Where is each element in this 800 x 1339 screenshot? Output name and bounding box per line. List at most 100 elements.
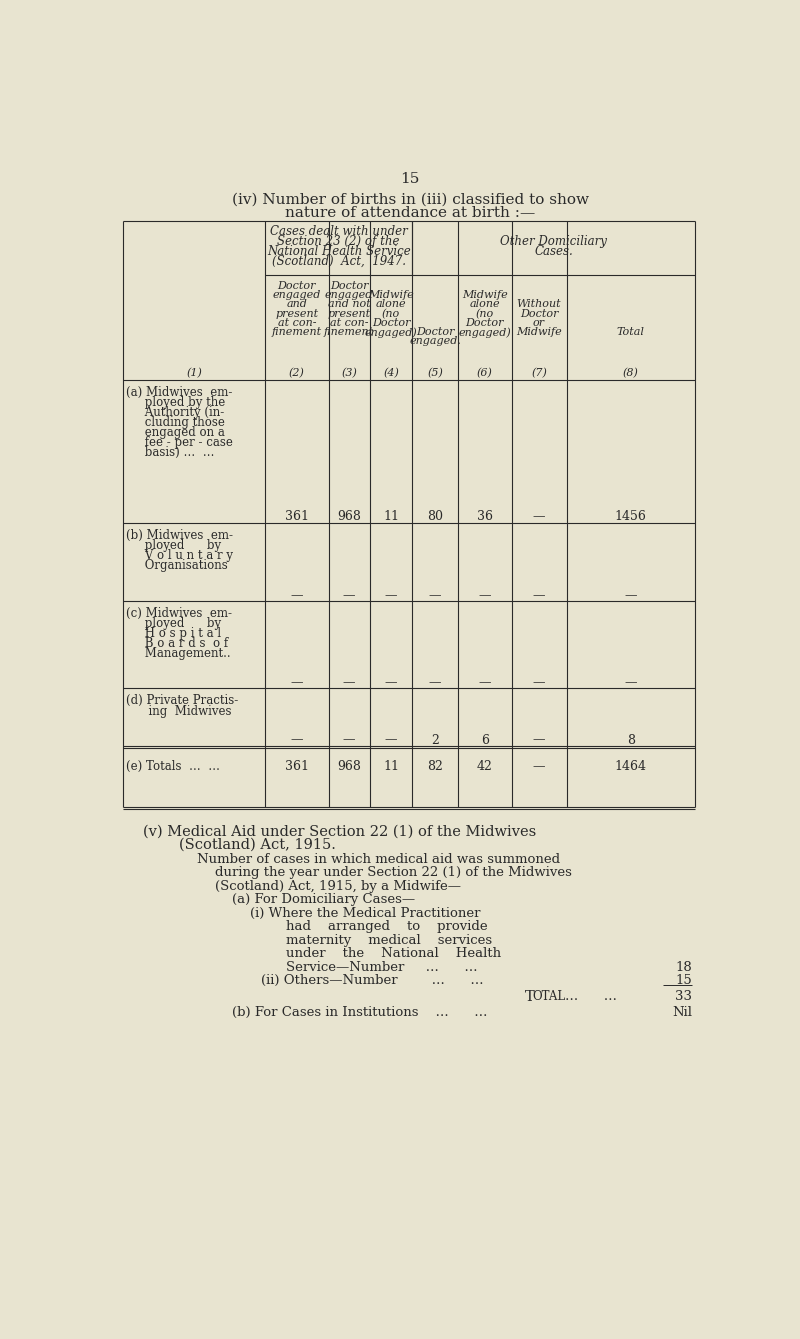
Text: and: and xyxy=(286,300,307,309)
Text: ployed      by: ployed by xyxy=(126,538,222,552)
Text: Authority (in-: Authority (in- xyxy=(126,406,225,419)
Text: 36: 36 xyxy=(477,510,493,524)
Text: at con-: at con- xyxy=(278,317,316,328)
Text: (c) Midwives  em-: (c) Midwives em- xyxy=(126,608,232,620)
Text: —: — xyxy=(429,676,442,688)
Text: (e) Totals  …  …: (e) Totals … … xyxy=(126,759,220,773)
Text: engaged): engaged) xyxy=(458,327,511,337)
Text: 42: 42 xyxy=(477,759,493,773)
Text: (a) Midwives  em-: (a) Midwives em- xyxy=(126,386,233,399)
Text: (Scotland) Act, 1915.: (Scotland) Act, 1915. xyxy=(179,838,336,852)
Text: —: — xyxy=(290,734,303,747)
Text: engaged: engaged xyxy=(273,291,321,300)
Text: present: present xyxy=(275,308,318,319)
Text: basis) …  …: basis) … … xyxy=(126,446,215,459)
Text: —: — xyxy=(385,589,398,601)
Text: —: — xyxy=(625,676,637,688)
Text: Service—Number     …      …: Service—Number … … xyxy=(286,960,478,973)
Text: (i) Where the Medical Practitioner: (i) Where the Medical Practitioner xyxy=(250,907,480,920)
Text: Doctor: Doctor xyxy=(330,281,369,291)
Text: —: — xyxy=(533,510,546,524)
Text: 968: 968 xyxy=(338,510,361,524)
Text: B o a r d s  o f: B o a r d s o f xyxy=(126,637,229,651)
Text: or: or xyxy=(533,317,545,328)
Text: Total: Total xyxy=(617,327,645,337)
Text: National Health Service: National Health Service xyxy=(267,245,410,257)
Text: V o l u n t a r y: V o l u n t a r y xyxy=(126,549,234,562)
Text: (no: (no xyxy=(382,308,400,319)
Text: finement: finement xyxy=(272,327,322,337)
Text: 6: 6 xyxy=(481,734,489,747)
Text: —: — xyxy=(625,589,637,601)
Text: 361: 361 xyxy=(285,759,309,773)
Text: and not: and not xyxy=(328,300,370,309)
Text: (v) Medical Aid under Section 22 (1) of the Midwives: (v) Medical Aid under Section 22 (1) of … xyxy=(142,825,536,838)
Text: (iv) Number of births in (iii) classified to show: (iv) Number of births in (iii) classifie… xyxy=(231,193,589,208)
Text: 15: 15 xyxy=(675,973,692,987)
Text: 1456: 1456 xyxy=(615,510,647,524)
Text: alone: alone xyxy=(470,300,500,309)
Text: alone: alone xyxy=(376,300,406,309)
Text: Doctor: Doctor xyxy=(278,281,316,291)
Text: (8): (8) xyxy=(623,368,639,378)
Text: Doctor: Doctor xyxy=(372,317,410,328)
Text: (2): (2) xyxy=(289,368,305,378)
Text: 2: 2 xyxy=(431,734,439,747)
Text: under    the    National    Health: under the National Health xyxy=(286,947,501,960)
Text: engaged: engaged xyxy=(325,291,374,300)
Text: (a) For Domiciliary Cases—: (a) For Domiciliary Cases— xyxy=(232,893,415,907)
Text: (b) For Cases in Institutions    …      …: (b) For Cases in Institutions … … xyxy=(232,1007,487,1019)
Text: —: — xyxy=(290,676,303,688)
Text: 80: 80 xyxy=(427,510,443,524)
Text: —: — xyxy=(533,589,546,601)
Text: —: — xyxy=(478,589,491,601)
Text: (7): (7) xyxy=(531,368,547,378)
Text: —: — xyxy=(385,734,398,747)
Text: 1464: 1464 xyxy=(615,759,647,773)
Text: nature of attendance at birth :—: nature of attendance at birth :— xyxy=(285,206,535,220)
Text: (3): (3) xyxy=(342,368,357,378)
Text: 18: 18 xyxy=(675,960,692,973)
Text: (d) Private Practis-: (d) Private Practis- xyxy=(126,695,238,707)
Text: H o s p i t a l: H o s p i t a l xyxy=(126,627,222,640)
Text: had    arranged    to    provide: had arranged to provide xyxy=(286,920,488,933)
Text: Cases dealt with under: Cases dealt with under xyxy=(270,225,407,237)
Text: fee - per - case: fee - per - case xyxy=(126,437,234,450)
Text: engaged): engaged) xyxy=(365,327,418,337)
Text: —: — xyxy=(478,676,491,688)
Text: Doctor: Doctor xyxy=(416,327,454,337)
Text: (1): (1) xyxy=(186,368,202,378)
Text: maternity    medical    services: maternity medical services xyxy=(286,933,492,947)
Text: Organisations: Organisations xyxy=(126,558,228,572)
Text: —: — xyxy=(343,676,355,688)
Text: (Scotland)  Act,  1947.: (Scotland) Act, 1947. xyxy=(272,254,406,268)
Text: OTAL: OTAL xyxy=(533,990,566,1003)
Text: Midwife: Midwife xyxy=(516,327,562,337)
Text: Management..: Management.. xyxy=(126,647,231,660)
Text: 82: 82 xyxy=(427,759,443,773)
Text: Midwife: Midwife xyxy=(462,291,508,300)
Text: (b) Midwives  em-: (b) Midwives em- xyxy=(126,529,234,542)
Text: finement: finement xyxy=(324,327,374,337)
Text: —: — xyxy=(429,589,442,601)
Text: present: present xyxy=(328,308,370,319)
Text: ployed by the: ployed by the xyxy=(126,396,226,410)
Text: at con-: at con- xyxy=(330,317,369,328)
Text: 968: 968 xyxy=(338,759,361,773)
Text: ing  Midwives: ing Midwives xyxy=(126,706,232,718)
Text: 361: 361 xyxy=(285,510,309,524)
Text: —: — xyxy=(533,734,546,747)
Text: engaged on a: engaged on a xyxy=(126,426,226,439)
Text: (no: (no xyxy=(476,308,494,319)
Text: —: — xyxy=(343,589,355,601)
Text: 33: 33 xyxy=(675,990,692,1003)
Text: ployed      by: ployed by xyxy=(126,617,222,631)
Text: Number of cases in which medical aid was summoned: Number of cases in which medical aid was… xyxy=(197,853,560,866)
Text: 11: 11 xyxy=(383,759,399,773)
Text: 15: 15 xyxy=(400,173,420,186)
Text: Nil: Nil xyxy=(672,1007,692,1019)
Text: cluding those: cluding those xyxy=(126,416,226,430)
Text: …      …: … … xyxy=(565,990,617,1003)
Text: Doctor: Doctor xyxy=(520,308,558,319)
Text: Cases.: Cases. xyxy=(534,245,573,257)
